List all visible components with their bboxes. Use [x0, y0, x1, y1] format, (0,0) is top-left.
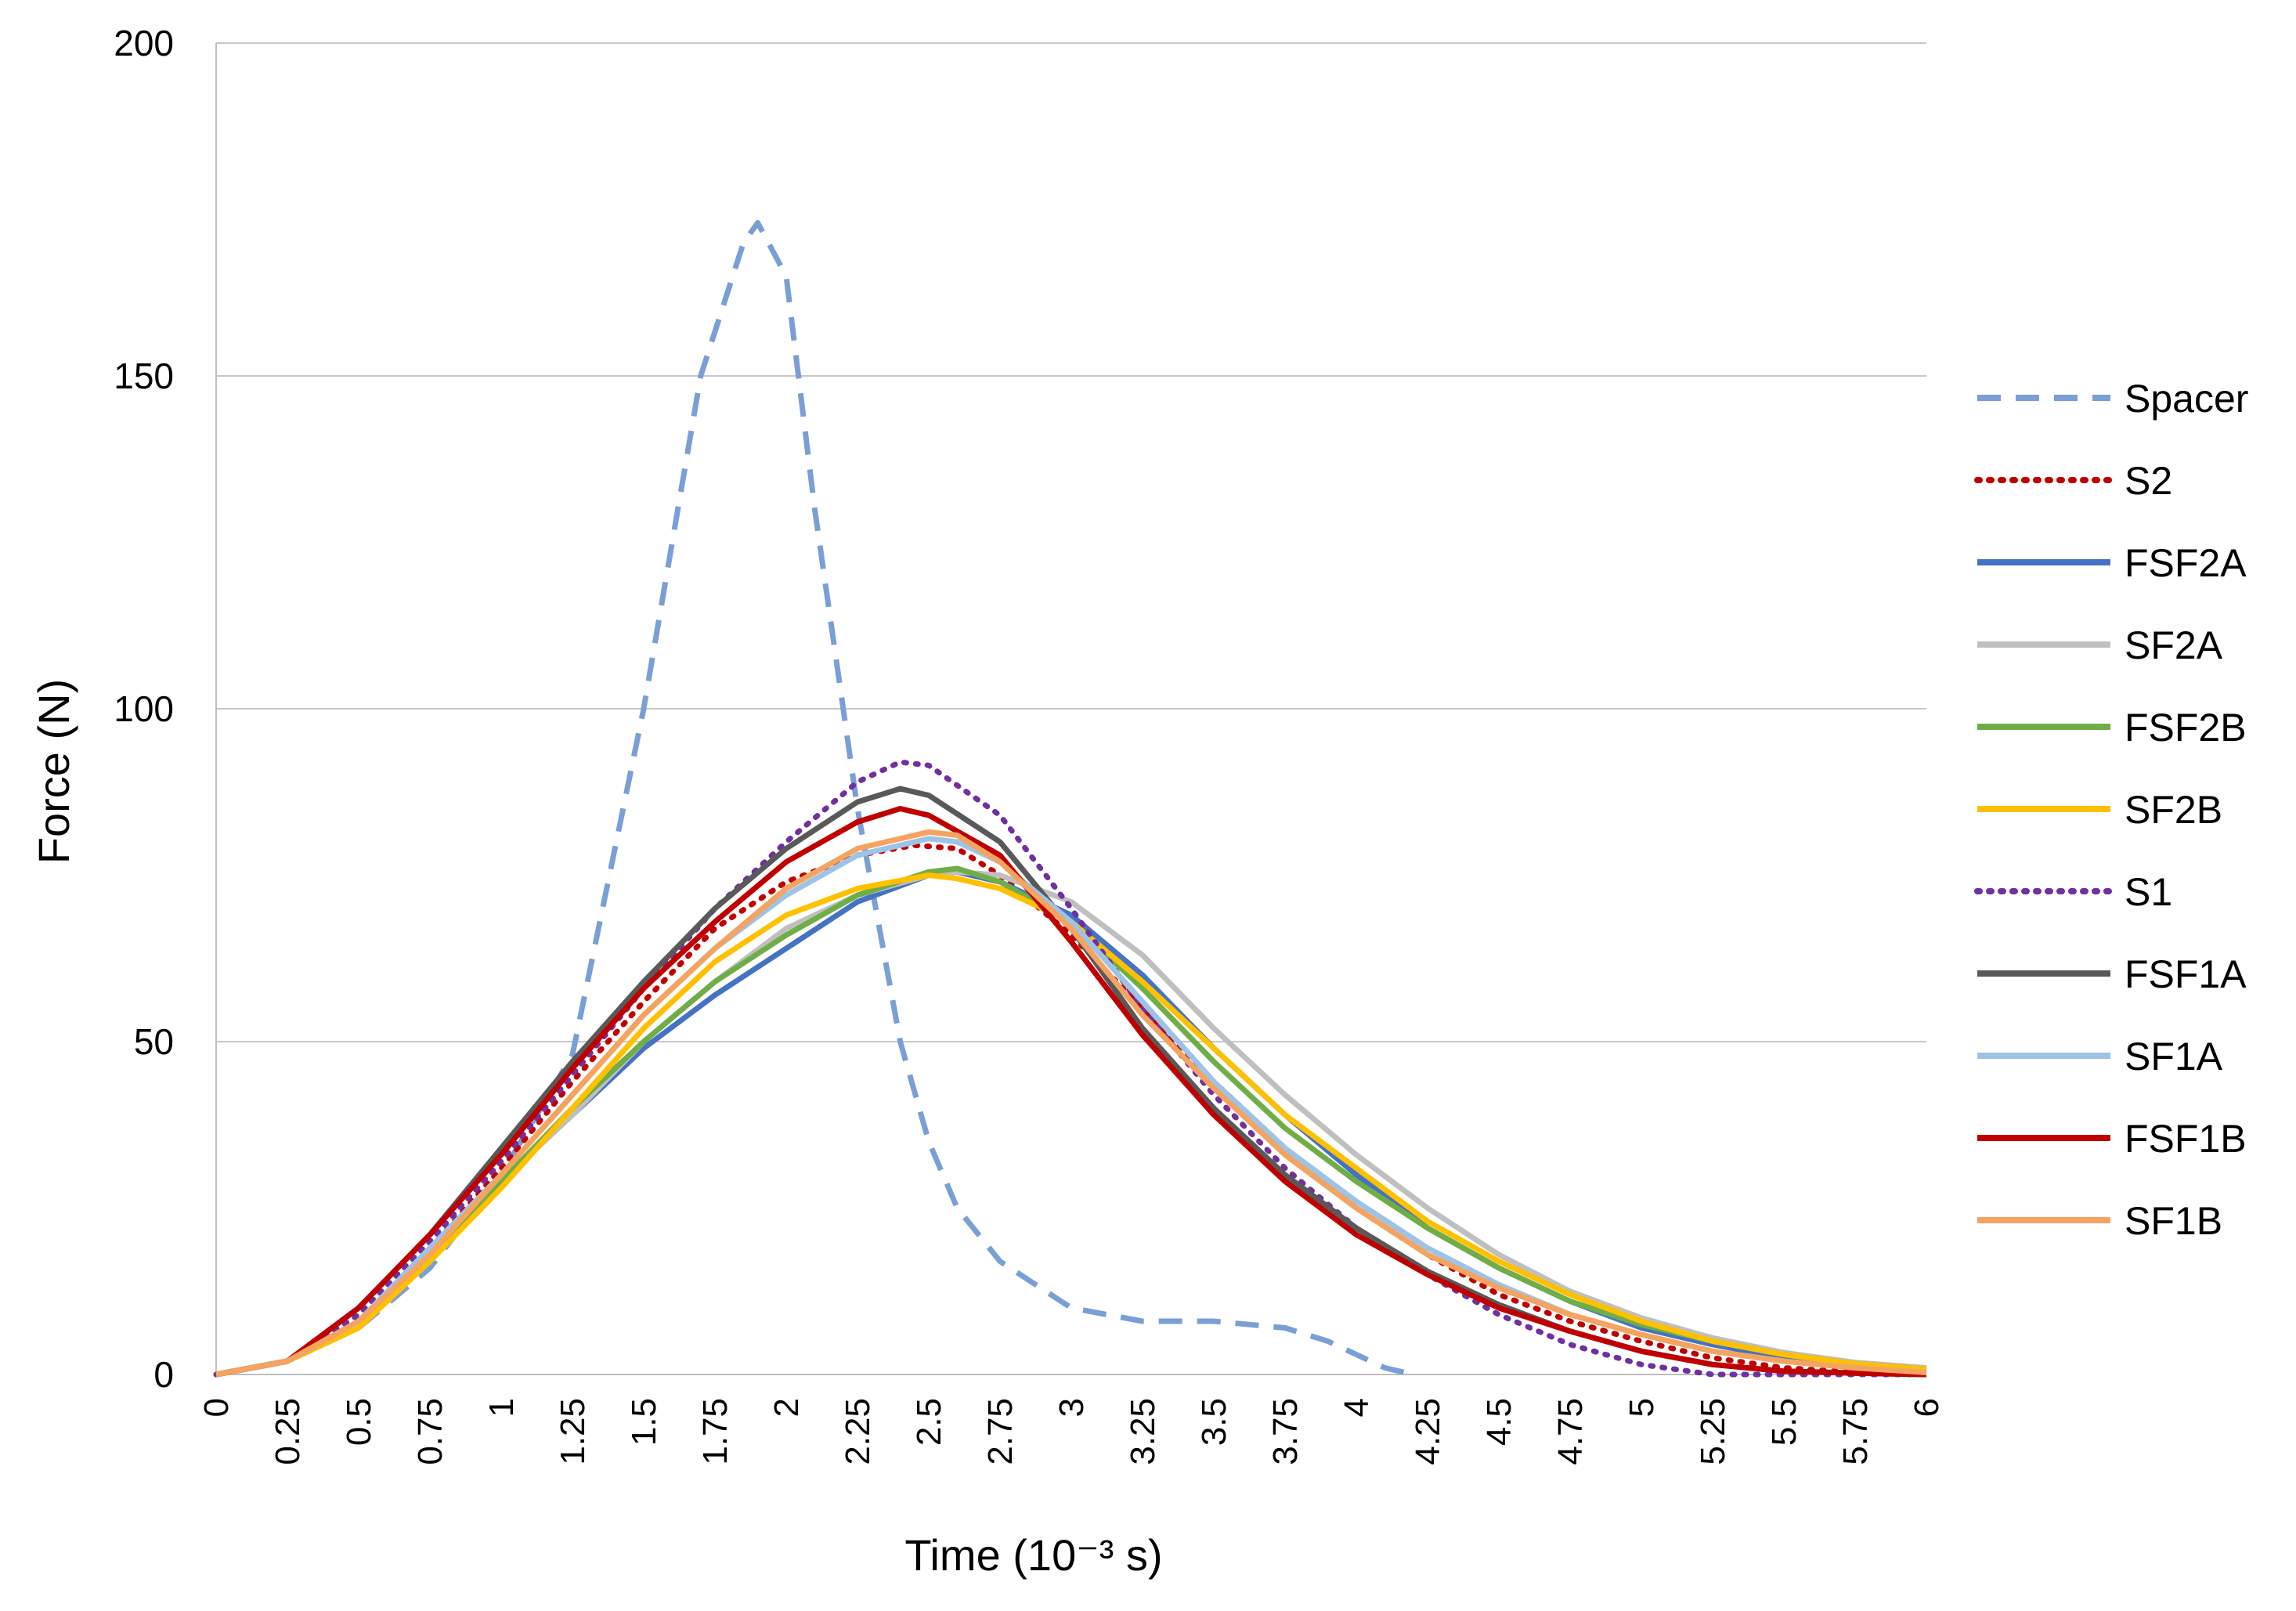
- x-tick-label: 2.25: [839, 1398, 877, 1465]
- x-tick-label: 5.75: [1836, 1398, 1875, 1465]
- legend-label: Spacer: [2125, 377, 2248, 421]
- x-tick-label: 1.25: [554, 1398, 592, 1465]
- legend-label: FSF2B: [2125, 706, 2247, 750]
- y-tick-label: 100: [114, 688, 174, 729]
- x-tick-label: 0: [197, 1398, 236, 1417]
- series-line-sf2b: [215, 872, 1927, 1378]
- legend-label: S1: [2125, 870, 2172, 914]
- y-axis-ticks: 0 50 100 150 200: [114, 23, 174, 1395]
- legend-item-s1: S1: [1974, 870, 2172, 914]
- x-tick-label: 2: [767, 1398, 806, 1417]
- x-tick-label: 5: [1623, 1398, 1661, 1417]
- x-tick-label: 6: [1908, 1398, 1946, 1417]
- legend-item-sf1b: SF1B: [1977, 1199, 2222, 1243]
- axes: [215, 43, 1926, 1375]
- x-tick-label: 0.25: [269, 1398, 307, 1465]
- legend-label: SF1B: [2125, 1199, 2222, 1243]
- legend-item-sf2a: SF2A: [1977, 623, 2223, 667]
- y-tick-label: 50: [134, 1021, 174, 1062]
- y-tick-label: 200: [114, 23, 174, 63]
- legend-item-fsf2b: FSF2B: [1977, 706, 2247, 750]
- y-tick-label: 150: [114, 356, 174, 396]
- x-tick-label: 4: [1338, 1398, 1376, 1417]
- x-tick-label: 4.5: [1480, 1398, 1518, 1446]
- legend-label: S2: [2125, 459, 2172, 503]
- series-line-s1: [213, 759, 1930, 1378]
- x-tick-label: 3.75: [1266, 1398, 1305, 1465]
- y-tick-label: 0: [153, 1354, 174, 1395]
- x-tick-label: 3: [1052, 1398, 1091, 1417]
- y-axis-title: Force (N): [29, 679, 78, 864]
- x-axis-title: Time (10⁻³ s): [904, 1530, 1162, 1580]
- x-tick-label: 2.75: [981, 1398, 1020, 1465]
- legend-item-fsf2a: FSF2A: [1977, 541, 2247, 585]
- legend-item-fsf1a: FSF1A: [1977, 952, 2247, 996]
- legend-label: SF1A: [2125, 1035, 2223, 1078]
- legend-label: SF2A: [2125, 623, 2223, 667]
- legend-item-s2: S2: [1974, 459, 2172, 503]
- x-tick-label: 1.5: [625, 1398, 663, 1446]
- legend-item-fsf1b: FSF1B: [1977, 1117, 2247, 1161]
- legend-label: FSF1B: [2125, 1117, 2247, 1161]
- legend-label: SF2B: [2125, 788, 2222, 832]
- x-tick-label: 3.25: [1124, 1398, 1162, 1465]
- x-tick-label: 3.5: [1195, 1398, 1233, 1446]
- legend-item-sf2b: SF2B: [1977, 788, 2222, 832]
- x-tick-label: 5.25: [1694, 1398, 1732, 1465]
- x-axis-ticks: 0 0.25 0.5 0.75 1 1.25 1.5 1.75 2 2.25 2.5 2.75 3 3.2…: [197, 1398, 1946, 1465]
- legend-item-sf1a: SF1A: [1977, 1035, 2223, 1078]
- legend: Spacer S2 FSF2A SF2A FSF2B SF2B S1 FSF1A SF1A FSF…: [1974, 377, 2248, 1243]
- series-line-sf1b: [215, 829, 1927, 1378]
- x-tick-label: 1.75: [696, 1398, 735, 1465]
- legend-label: FSF1A: [2125, 952, 2247, 996]
- legend-item-spacer: Spacer: [1977, 377, 2248, 421]
- legend-label: FSF2A: [2125, 541, 2247, 585]
- x-tick-label: 0.75: [411, 1398, 449, 1465]
- x-tick-label: 5.5: [1765, 1398, 1803, 1446]
- plot-series: [213, 220, 1930, 1378]
- x-tick-label: 0.5: [340, 1398, 378, 1446]
- grid: [216, 42, 1926, 1042]
- x-tick-label: 4.25: [1409, 1398, 1447, 1465]
- x-tick-label: 4.75: [1551, 1398, 1590, 1465]
- x-tick-label: 1: [482, 1398, 521, 1417]
- x-tick-label: 2.5: [910, 1398, 948, 1446]
